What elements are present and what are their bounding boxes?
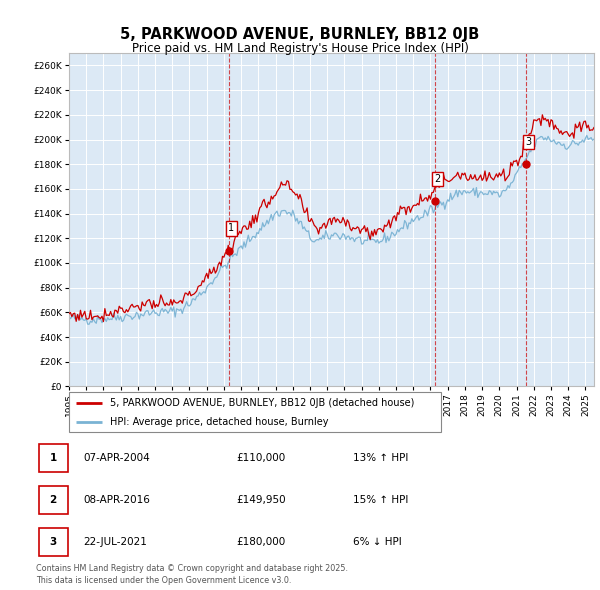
Text: 3: 3 [50, 537, 57, 546]
Text: 5, PARKWOOD AVENUE, BURNLEY, BB12 0JB: 5, PARKWOOD AVENUE, BURNLEY, BB12 0JB [121, 27, 479, 41]
Bar [38, 527, 68, 556]
Text: 15% ↑ HPI: 15% ↑ HPI [353, 495, 408, 504]
Text: 07-APR-2004: 07-APR-2004 [83, 453, 150, 463]
Text: £110,000: £110,000 [236, 453, 286, 463]
Text: Price paid vs. HM Land Registry's House Price Index (HPI): Price paid vs. HM Land Registry's House … [131, 42, 469, 55]
Text: This data is licensed under the Open Government Licence v3.0.: This data is licensed under the Open Gov… [36, 576, 292, 585]
Bar [38, 486, 68, 514]
Text: £149,950: £149,950 [236, 495, 286, 504]
Text: 2: 2 [434, 174, 441, 184]
Text: 5, PARKWOOD AVENUE, BURNLEY, BB12 0JB (detached house): 5, PARKWOOD AVENUE, BURNLEY, BB12 0JB (d… [110, 398, 414, 408]
Bar [38, 444, 68, 472]
Text: Contains HM Land Registry data © Crown copyright and database right 2025.: Contains HM Land Registry data © Crown c… [36, 565, 348, 573]
Text: 13% ↑ HPI: 13% ↑ HPI [353, 453, 408, 463]
Text: 1: 1 [50, 453, 57, 463]
Text: 22-JUL-2021: 22-JUL-2021 [83, 537, 148, 546]
Text: 1: 1 [228, 224, 234, 234]
Text: £180,000: £180,000 [236, 537, 286, 546]
Text: 2: 2 [50, 495, 57, 504]
Text: 08-APR-2016: 08-APR-2016 [83, 495, 151, 504]
Text: HPI: Average price, detached house, Burnley: HPI: Average price, detached house, Burn… [110, 417, 328, 427]
Text: 3: 3 [526, 137, 532, 147]
Text: 6% ↓ HPI: 6% ↓ HPI [353, 537, 401, 546]
